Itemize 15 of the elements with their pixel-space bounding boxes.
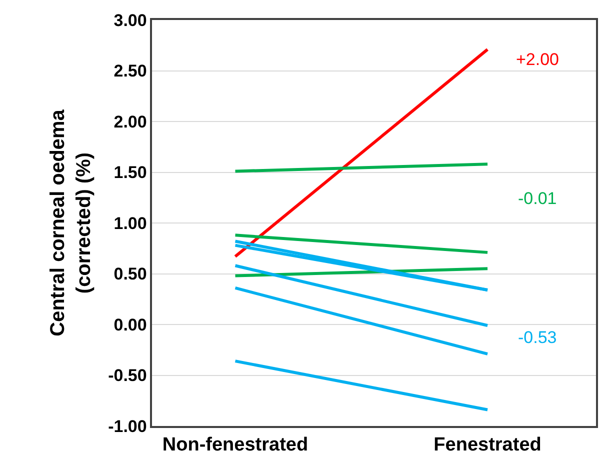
y-tick-label: 3.00 [114, 10, 147, 30]
y-tick-label: -1.00 [108, 416, 147, 436]
y-tick-label: 2.00 [114, 112, 147, 132]
y-tick-label: 0.00 [114, 315, 147, 334]
y-tick-label: 2.50 [114, 62, 147, 81]
x-tick-label: Non-fenestrated [162, 434, 308, 456]
annotation: +2.00 [516, 50, 560, 69]
y-axis-title: Central corneal oedema (corrected) (%) [47, 108, 96, 336]
x-tick-label: Fenestrated [434, 434, 542, 456]
annotation: -0.01 [518, 189, 557, 208]
y-tick-label: -0.50 [108, 366, 147, 386]
y-tick-label: 0.50 [114, 264, 147, 284]
y-tick-label: 1.00 [114, 214, 147, 233]
y-tick-label: 1.50 [114, 163, 147, 182]
annotation: -0.53 [518, 328, 557, 347]
